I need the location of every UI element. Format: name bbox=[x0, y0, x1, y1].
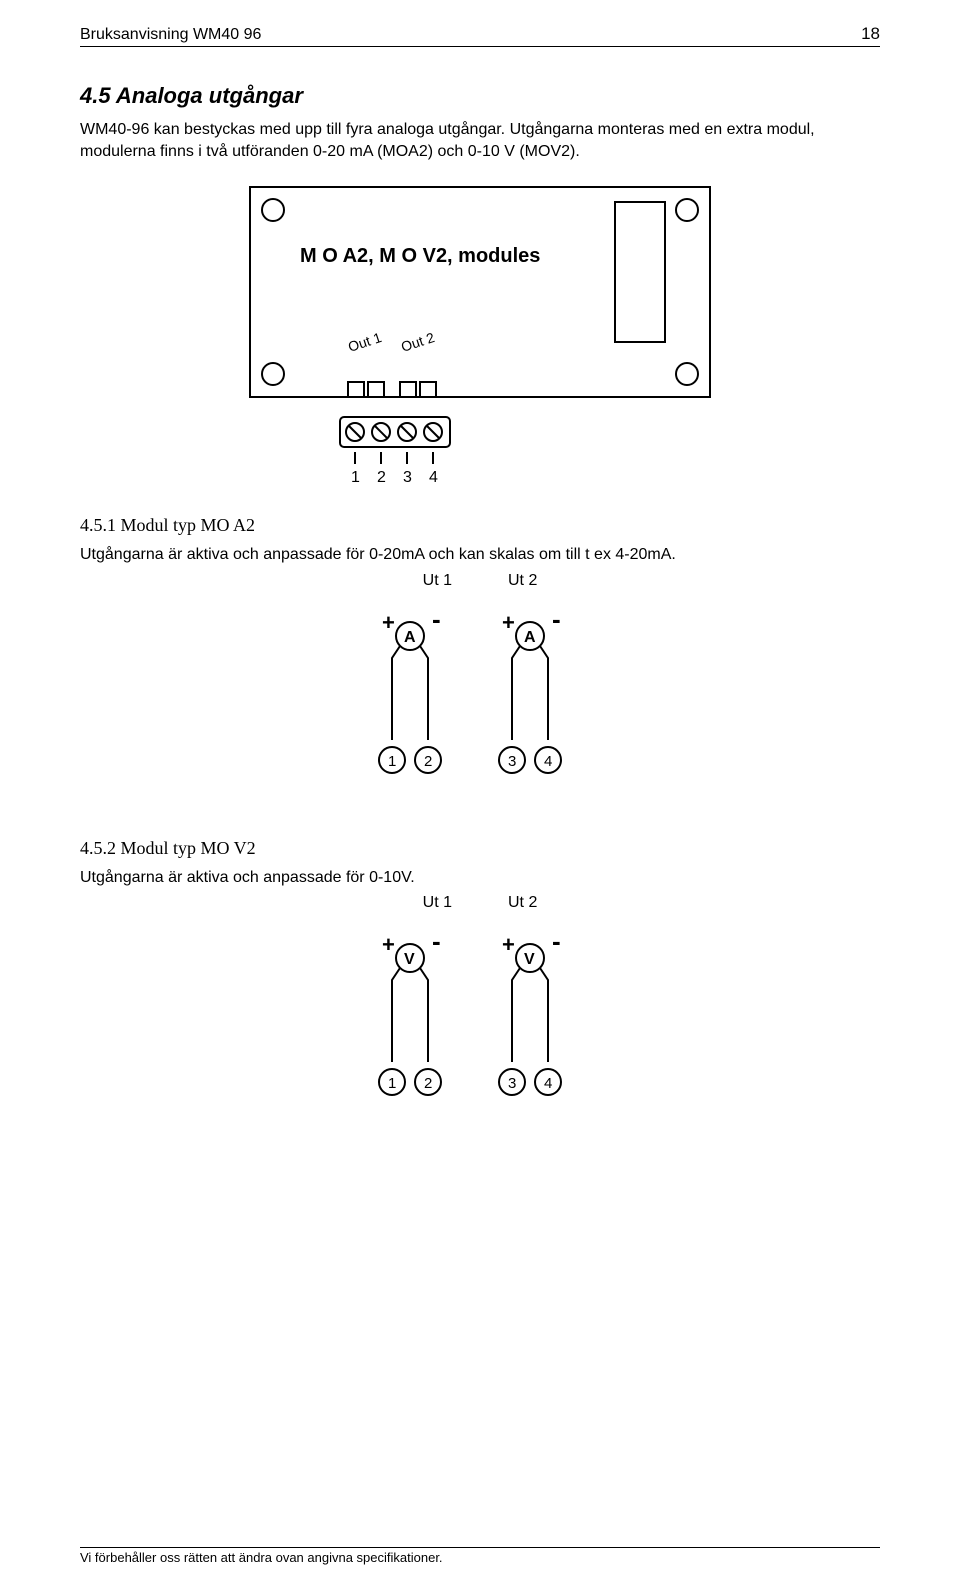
svg-text:3: 3 bbox=[508, 1075, 516, 1092]
sub2-ut-labels: Ut 1 Ut 2 bbox=[80, 894, 880, 912]
subsection-1-text: Utgångarna är aktiva och anpassade för 0… bbox=[80, 544, 880, 566]
page-number: 18 bbox=[861, 24, 880, 44]
sub1-ut-labels: Ut 1 Ut 2 bbox=[80, 572, 880, 590]
svg-text:A: A bbox=[524, 629, 536, 646]
footer-text: Vi förbehåller oss rätten att ändra ovan… bbox=[80, 1550, 443, 1565]
svg-text:-: - bbox=[552, 610, 561, 634]
section-heading: 4.5 Analoga utgångar bbox=[80, 83, 880, 109]
ut1-label: Ut 1 bbox=[423, 894, 452, 912]
svg-text:+: + bbox=[382, 610, 395, 635]
page-header: Bruksanvisning WM40 96 18 bbox=[80, 24, 880, 47]
ut1-label: Ut 1 bbox=[423, 572, 452, 590]
svg-text:2: 2 bbox=[377, 469, 386, 486]
header-title: Bruksanvisning WM40 96 bbox=[80, 26, 261, 44]
svg-text:-: - bbox=[432, 932, 441, 956]
svg-text:1: 1 bbox=[388, 1075, 396, 1092]
svg-text:+: + bbox=[382, 932, 395, 957]
page: Bruksanvisning WM40 96 18 4.5 Analoga ut… bbox=[0, 0, 960, 1595]
svg-text:V: V bbox=[524, 951, 535, 968]
ut2-label: Ut 2 bbox=[508, 894, 537, 912]
svg-text:+: + bbox=[502, 610, 515, 635]
svg-text:2: 2 bbox=[424, 753, 432, 770]
module-board-label: M O A2, M O V2, modules bbox=[300, 245, 540, 267]
section-intro: WM40-96 kan bestyckas med upp till fyra … bbox=[80, 119, 880, 162]
svg-text:A: A bbox=[404, 629, 416, 646]
svg-text:3: 3 bbox=[403, 469, 412, 486]
sub2-output-diagram: + - V 1 2 + - V 3 4 bbox=[80, 932, 880, 1132]
svg-text:4: 4 bbox=[544, 1075, 552, 1092]
ut2-label: Ut 2 bbox=[508, 572, 537, 590]
svg-text:4: 4 bbox=[429, 469, 438, 486]
svg-text:+: + bbox=[502, 932, 515, 957]
svg-text:-: - bbox=[552, 932, 561, 956]
svg-text:2: 2 bbox=[424, 1075, 432, 1092]
subsection-2-heading: 4.5.2 Modul typ MO V2 bbox=[80, 838, 880, 859]
module-board-diagram: M O A2, M O V2, modules Out 1 Out 2 bbox=[80, 182, 880, 487]
page-footer: Vi förbehåller oss rätten att ändra ovan… bbox=[80, 1547, 880, 1565]
svg-text:-: - bbox=[432, 610, 441, 634]
subsection-2-text: Utgångarna är aktiva och anpassade för 0… bbox=[80, 867, 880, 889]
svg-text:1: 1 bbox=[388, 753, 396, 770]
svg-text:3: 3 bbox=[508, 753, 516, 770]
svg-text:1: 1 bbox=[351, 469, 360, 486]
svg-text:4: 4 bbox=[544, 753, 552, 770]
sub1-output-diagram: + - A 1 2 + - A 3 4 bbox=[80, 610, 880, 810]
subsection-1-heading: 4.5.1 Modul typ MO A2 bbox=[80, 515, 880, 536]
svg-text:V: V bbox=[404, 951, 415, 968]
